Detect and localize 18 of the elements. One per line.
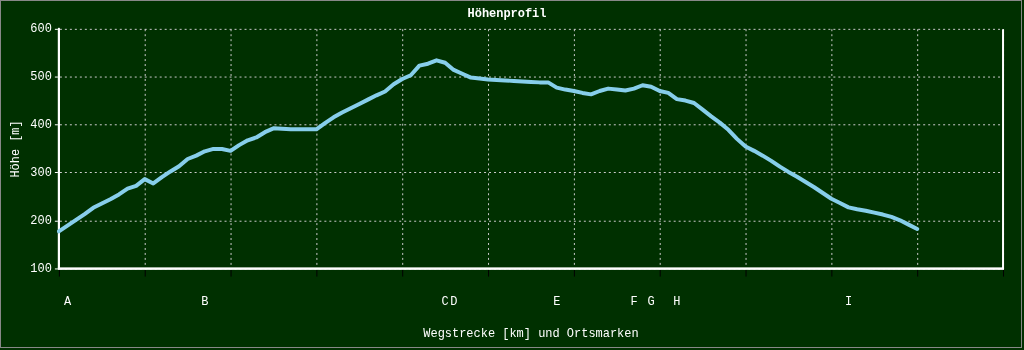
- y-tick-label: 200: [30, 213, 52, 228]
- y-tick-label: 500: [30, 70, 52, 85]
- y-axis-title: Höhe [m]: [9, 120, 24, 178]
- y-tick-label: 100: [30, 261, 52, 276]
- y-tick-label: 400: [30, 118, 52, 133]
- y-tick-label: 600: [30, 22, 52, 37]
- x-tick-label: E: [553, 294, 561, 309]
- x-tick-label: D: [450, 294, 458, 309]
- x-tick-label: F: [630, 294, 638, 309]
- x-axis-title: Wegstrecke [km] und Ortsmarken: [423, 327, 639, 342]
- x-tick-label: H: [673, 294, 681, 309]
- x-tick-label: A: [63, 294, 72, 309]
- x-tick-label: I: [844, 294, 853, 309]
- chart-title: Höhenprofil: [467, 7, 547, 22]
- x-tick-label: B: [201, 294, 209, 309]
- x-tick-label: C: [441, 294, 449, 309]
- y-tick-label: 300: [30, 166, 52, 181]
- x-tick-label: G: [647, 294, 655, 309]
